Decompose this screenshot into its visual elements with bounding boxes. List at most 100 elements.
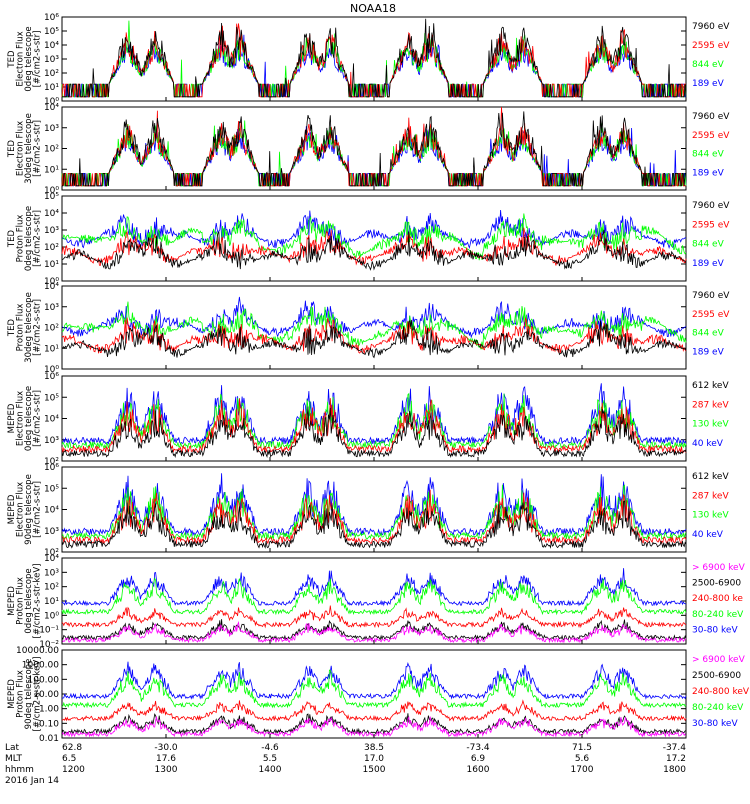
- y-tick-label: 10⁵: [44, 393, 59, 403]
- series-line-3: [61, 383, 687, 446]
- y-tick-label: 1.00: [39, 705, 59, 715]
- series-line-0: [61, 406, 687, 459]
- legend-entry: 40 keV: [692, 439, 724, 449]
- y-tick-label: 10²: [44, 457, 59, 467]
- y-axis-label-line: [#/cm2-s-str]: [33, 210, 43, 267]
- y-tick-label: 10⁶: [44, 372, 59, 382]
- legend-entry: 612 keV: [692, 381, 729, 391]
- x-tick-label-hhmm: 1600: [467, 765, 490, 775]
- legend-entry: 189 eV: [692, 79, 725, 89]
- y-tick-label: 10¹: [44, 344, 59, 354]
- series-line-2: [61, 213, 687, 261]
- y-tick-label: 10⁵: [44, 27, 59, 37]
- y-tick-label: 10¹: [44, 260, 59, 270]
- legend-entry: 2595 eV: [692, 41, 730, 51]
- y-tick-label: 10⁰: [44, 97, 59, 107]
- x-tick-label-hhmm: 1300: [155, 765, 178, 775]
- y-axis-label-line: MEPED: [7, 586, 17, 616]
- legend-entry: 612 keV: [692, 472, 729, 482]
- y-tick-label: 10⁵: [44, 484, 59, 494]
- series-line-4: [61, 661, 687, 700]
- legend-entry: 844 eV: [692, 240, 725, 250]
- series-line-1: [61, 316, 687, 354]
- y-tick-label: 10⁴: [44, 41, 59, 51]
- y-axis-label-line: 90deg telescope: [24, 474, 34, 545]
- y-axis-label-line: [#/cm2-s-str-keV]: [33, 564, 43, 639]
- y-tick-label: 10⁴: [44, 103, 59, 113]
- legend-entry: 2595 eV: [692, 310, 730, 320]
- y-tick-label: 10⁴: [44, 415, 59, 425]
- legend-entry: 2595 eV: [692, 131, 730, 141]
- y-tick-label: 10³: [44, 303, 59, 313]
- x-tick-label-hhmm: 1700: [571, 765, 594, 775]
- series-line-1: [61, 398, 687, 454]
- y-axis-label-line: [#/cm2-s-str]: [33, 31, 43, 88]
- legend-entry: 189 eV: [692, 347, 725, 357]
- legend-entry: 130 keV: [692, 511, 729, 521]
- y-tick-label: 10⁻¹: [39, 626, 59, 636]
- y-tick-label: 10⁶: [44, 463, 59, 473]
- y-tick-label: 10⁰: [44, 365, 59, 375]
- series-line-0: [61, 229, 687, 271]
- y-tick-label: 10³: [44, 527, 59, 537]
- y-tick-label: 10²: [44, 548, 59, 558]
- y-tick-label: 10³: [44, 124, 59, 134]
- y-axis-label-line: Proton Flux: [16, 577, 26, 625]
- x-row-label: 2016 Jan 14: [5, 776, 59, 786]
- y-axis-label-line: 30deg telescope: [24, 292, 34, 363]
- y-tick-label: 10³: [44, 55, 59, 65]
- x-tick-label-lat: -30.0: [154, 743, 178, 753]
- y-axis-label-line: Electron Flux: [16, 31, 26, 86]
- series-line-4: [61, 568, 687, 607]
- x-tick-label-mlt: 5.5: [263, 754, 277, 764]
- y-axis-label-line: 0deg telescope: [24, 206, 34, 271]
- y-tick-label: 10¹: [44, 597, 59, 607]
- y-tick-label: 10⁶: [44, 13, 59, 23]
- legend-entry: 40 keV: [692, 530, 724, 540]
- y-tick-label: 100.00: [28, 675, 60, 685]
- y-axis-label-line: 30deg telescope: [24, 113, 34, 184]
- x-tick-label-lat: 71.5: [572, 743, 592, 753]
- y-axis-label-line: Proton Flux: [16, 670, 26, 718]
- y-tick-label: 10³: [44, 568, 59, 578]
- y-tick-label: 10.00: [33, 690, 59, 700]
- x-tick-label-lat: 38.5: [364, 743, 384, 753]
- legend-entry: 30-80 keV: [692, 719, 738, 729]
- series-line-3: [61, 577, 687, 616]
- y-tick-label: 10⁴: [44, 554, 59, 564]
- x-tick-label-lat: -4.6: [261, 743, 279, 753]
- x-tick-label-mlt: 5.6: [575, 754, 590, 764]
- x-tick-label-hhmm: 1800: [663, 765, 686, 775]
- legend-entry: 2595 eV: [692, 220, 730, 230]
- legend-entry: 7960 eV: [692, 112, 730, 122]
- y-tick-label: 10²: [44, 243, 59, 253]
- y-tick-label: 0.10: [39, 719, 59, 729]
- y-tick-label: 10²: [44, 324, 59, 334]
- y-axis-label-line: Electron Flux: [16, 391, 26, 446]
- legend-entry: 80-240 keV: [692, 610, 744, 620]
- y-axis-label-line: Electron Flux: [16, 121, 26, 176]
- y-axis-label-line: MEPED: [7, 403, 17, 433]
- series-line-2: [61, 301, 687, 350]
- x-tick-label-mlt: 6.9: [471, 754, 486, 764]
- legend-entry: 287 keV: [692, 491, 729, 501]
- legend-entry: 130 keV: [692, 420, 729, 430]
- y-tick-label: 10⁰: [44, 611, 59, 621]
- legend-entry: 7960 eV: [692, 201, 730, 211]
- x-row-label: Lat: [5, 743, 20, 753]
- y-tick-label: 10⁰: [44, 186, 59, 196]
- y-tick-label: 10⁴: [44, 282, 59, 292]
- series-line-0: [62, 18, 687, 98]
- legend-entry: 287 keV: [692, 400, 729, 410]
- y-axis-label-line: MEPED: [7, 494, 17, 524]
- y-tick-label: 10²: [44, 145, 59, 155]
